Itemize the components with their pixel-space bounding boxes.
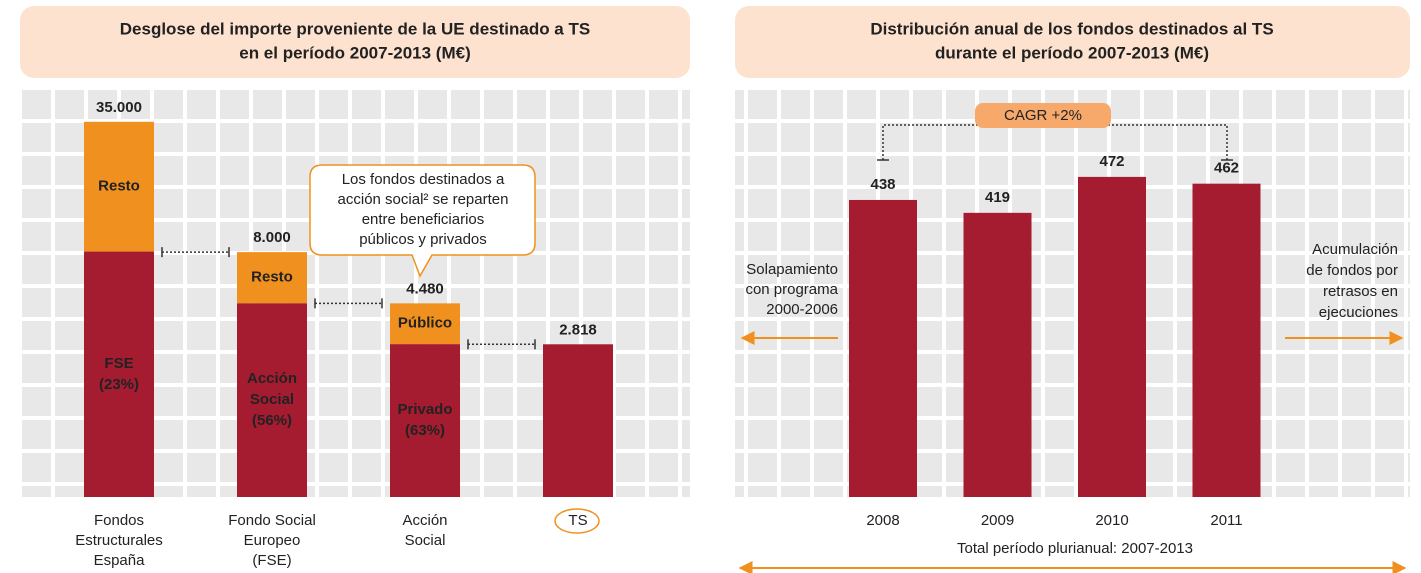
bar-lower-segment: [237, 303, 307, 497]
category-label: Social: [405, 532, 446, 549]
title-band: [735, 6, 1410, 78]
callout-text: entre beneficiarios: [362, 211, 485, 228]
segment-label: Público: [398, 315, 452, 332]
value-label: 462: [1214, 160, 1239, 177]
total-label: 35.000: [96, 99, 142, 116]
total-label: 2.818: [559, 321, 597, 338]
chart-title: Distribución anual de los fondos destina…: [870, 19, 1273, 38]
bar-lower-segment: [84, 251, 154, 497]
value-label: 419: [985, 189, 1010, 206]
segment-share: (63%): [405, 422, 445, 439]
segment-share: (23%): [99, 376, 139, 393]
segment-share: (56%): [252, 412, 292, 429]
chart-title: durante el período 2007-2013 (M€): [935, 43, 1209, 62]
callout-text: Los fondos destinados a: [342, 171, 505, 188]
segment-label: Resto: [98, 178, 140, 195]
callout-text: públicos y privados: [359, 231, 487, 248]
bar: [1078, 176, 1146, 497]
segment-label: FSE: [104, 355, 133, 372]
total-label: 4.480: [406, 280, 444, 297]
bar: [963, 212, 1032, 498]
value-label: 472: [1099, 153, 1124, 170]
bar: [1192, 183, 1261, 497]
segment-label: Social: [250, 391, 294, 408]
segment-label: Acción: [247, 370, 297, 387]
x-tick-label: 2009: [981, 512, 1014, 529]
category-label: Fondos: [94, 512, 144, 529]
bar-upper-segment: [84, 121, 154, 252]
right-note: Acumulación: [1312, 241, 1398, 258]
left-note: Solapamiento: [746, 261, 838, 278]
callout-text: acción social² se reparten: [338, 191, 509, 208]
category-label: Europeo: [244, 532, 301, 549]
value-label: 438: [870, 176, 895, 193]
segment-label: Resto: [251, 269, 293, 286]
chart-title: en el período 2007-2013 (M€): [239, 43, 470, 62]
category-label: TS: [568, 512, 587, 529]
category-highlight: [554, 508, 600, 534]
bar-upper-segment: [237, 252, 307, 304]
cagr-label: CAGR +2%: [1004, 107, 1082, 124]
left-note: 2000-2006: [766, 301, 838, 318]
category-label: Acción: [402, 512, 447, 529]
x-tick-label: 2011: [1210, 512, 1242, 529]
category-label: (FSE): [252, 552, 291, 569]
chart-title: Desglose del importe proveniente de la U…: [120, 19, 590, 38]
title-band: [20, 6, 690, 78]
x-tick-label: 2010: [1095, 512, 1128, 529]
tile-background: [735, 88, 1410, 497]
bar-upper-segment: [390, 303, 460, 345]
period-label: Total período plurianual: 2007-2013: [957, 540, 1193, 557]
category-label: Fondo Social: [228, 512, 316, 529]
bar-lower-segment: [390, 344, 460, 497]
right-note: retrasos en: [1323, 283, 1398, 300]
bar: [849, 199, 917, 497]
right-note: de fondos por: [1306, 262, 1398, 279]
total-label: 8.000: [253, 229, 291, 246]
x-tick-label: 2008: [866, 512, 899, 529]
left-note: con programa: [745, 281, 838, 298]
right-note: ejecuciones: [1319, 304, 1398, 321]
cagr-box: [975, 103, 1111, 128]
callout-bubble: [309, 164, 536, 278]
bar: [543, 344, 613, 497]
cagr-bracket: [882, 124, 1228, 160]
category-label: España: [94, 552, 146, 569]
segment-label: Privado: [397, 401, 452, 418]
category-label: Estructurales: [75, 532, 163, 549]
